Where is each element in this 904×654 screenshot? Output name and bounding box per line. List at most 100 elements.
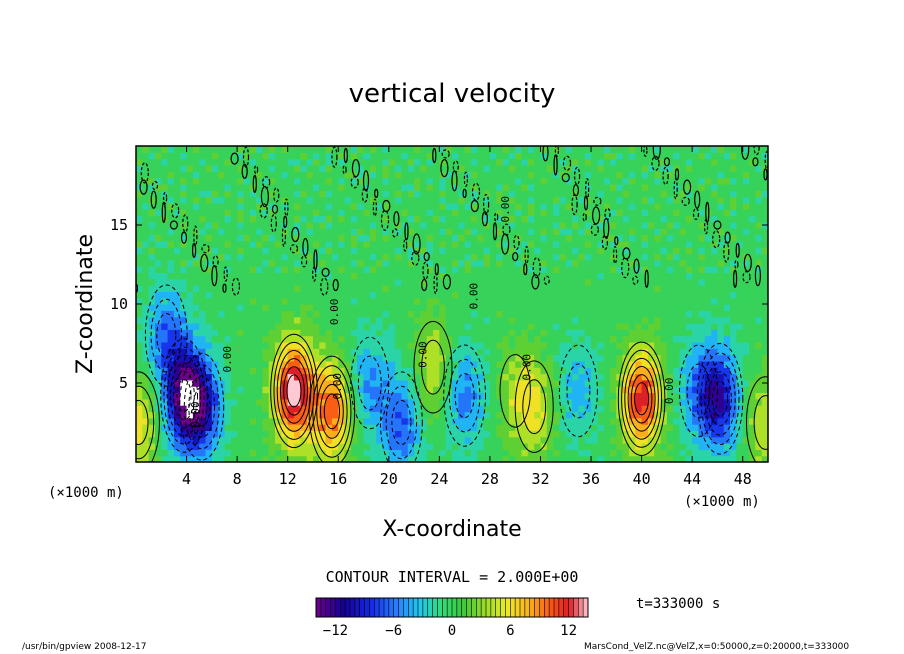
heatmap-cell (666, 304, 674, 311)
heatmap-cell (508, 411, 516, 419)
heatmap-cell (565, 392, 573, 400)
heatmap-cell (572, 430, 579, 438)
heatmap-cell (243, 259, 251, 267)
heatmap-cell (679, 316, 687, 324)
heatmap-cell (723, 253, 731, 261)
heatmap-cell (312, 272, 320, 280)
heatmap-cell (521, 373, 529, 381)
heatmap-cell (433, 240, 440, 248)
heatmap-cell (256, 373, 263, 381)
heatmap-cell (426, 329, 434, 337)
heatmap-cell (369, 183, 377, 191)
heatmap-cell (458, 348, 466, 356)
heatmap-cell (180, 449, 188, 457)
heatmap-cell (628, 190, 636, 198)
heatmap-cell (199, 304, 207, 311)
heatmap-cell (515, 398, 523, 406)
heatmap-cell (711, 443, 719, 450)
heatmap-cell (584, 392, 592, 400)
heatmap-cell (249, 234, 257, 242)
heatmap-cell (572, 253, 579, 261)
heatmap-cell (647, 253, 655, 261)
heatmap-cell (167, 335, 175, 343)
heatmap-cell (622, 367, 630, 375)
heatmap-cell (603, 398, 611, 406)
heatmap-cell (597, 177, 605, 185)
heatmap-cell (508, 367, 516, 375)
heatmap-cell (312, 392, 320, 400)
heatmap-cell (363, 335, 371, 343)
heatmap-cell (628, 443, 636, 450)
heatmap-cell (496, 430, 504, 438)
heatmap-cell (654, 291, 662, 299)
heatmap-cell (622, 259, 630, 267)
heatmap-cell (603, 221, 611, 229)
heatmap-cell (306, 310, 314, 318)
heatmap-cell (452, 373, 459, 381)
heatmap-cell (388, 322, 396, 330)
heatmap-cell (350, 367, 358, 375)
heatmap-cell (477, 430, 485, 438)
heatmap-cell (161, 146, 169, 153)
heatmap-cell (249, 272, 257, 280)
heatmap-cell (420, 335, 428, 343)
heatmap-cell (300, 304, 308, 311)
heatmap-cell (331, 411, 339, 419)
heatmap-cell (692, 196, 700, 204)
heatmap-cell (610, 335, 617, 343)
heatmap-cell (660, 285, 668, 292)
heatmap-cell (382, 164, 390, 172)
heatmap-cell (376, 190, 384, 198)
heatmap-cell (635, 291, 643, 299)
heatmap-cell (338, 272, 346, 280)
heatmap-cell (736, 234, 744, 242)
heatmap-cell (673, 354, 681, 362)
heatmap-cell (218, 240, 226, 248)
heatmap-cell (439, 291, 447, 299)
heatmap-cell (458, 209, 466, 217)
heatmap-cell (546, 449, 554, 457)
heatmap-cell (148, 158, 156, 166)
heatmap-cell (477, 177, 485, 185)
heatmap-cell (243, 202, 251, 210)
heatmap-cell (331, 449, 339, 457)
heatmap-cell (603, 367, 611, 375)
heatmap-cell (376, 436, 384, 444)
heatmap-cell (641, 310, 649, 318)
heatmap-cell (350, 449, 358, 457)
heatmap-cell (553, 310, 561, 318)
heatmap-cell (211, 417, 219, 425)
heatmap-cell (268, 177, 276, 185)
heatmap-cell (616, 398, 624, 406)
heatmap-cell (426, 417, 434, 425)
heatmap-cell (287, 259, 295, 267)
heatmap-cell (578, 234, 586, 242)
heatmap-cell (742, 392, 750, 400)
heatmap-cell (312, 310, 320, 318)
heatmap-cell (591, 228, 598, 236)
heatmap-cell (205, 360, 213, 368)
heatmap-cell (338, 322, 346, 330)
heatmap-cell (331, 304, 339, 311)
heatmap-cell (489, 386, 497, 394)
heatmap-cell (515, 360, 523, 368)
heatmap-cell (388, 392, 396, 400)
heatmap-cell (249, 367, 257, 375)
heatmap-cell (180, 430, 188, 438)
heatmap-cell (154, 360, 162, 368)
heatmap-cell (477, 234, 485, 242)
heatmap-cell (452, 316, 459, 324)
heatmap-cell (395, 443, 403, 450)
heatmap-cell (281, 417, 289, 425)
heatmap-cell (515, 215, 523, 223)
heatmap-cell (565, 449, 573, 457)
heatmap-cell (300, 285, 308, 292)
heatmap-cell (192, 398, 200, 406)
heatmap-cell (369, 190, 377, 198)
heatmap-cell (723, 202, 731, 210)
heatmap-cell (572, 398, 579, 406)
heatmap-cell (211, 405, 219, 413)
heatmap-cell (230, 424, 238, 431)
heatmap-cell (540, 190, 548, 198)
heatmap-cell (635, 285, 643, 292)
